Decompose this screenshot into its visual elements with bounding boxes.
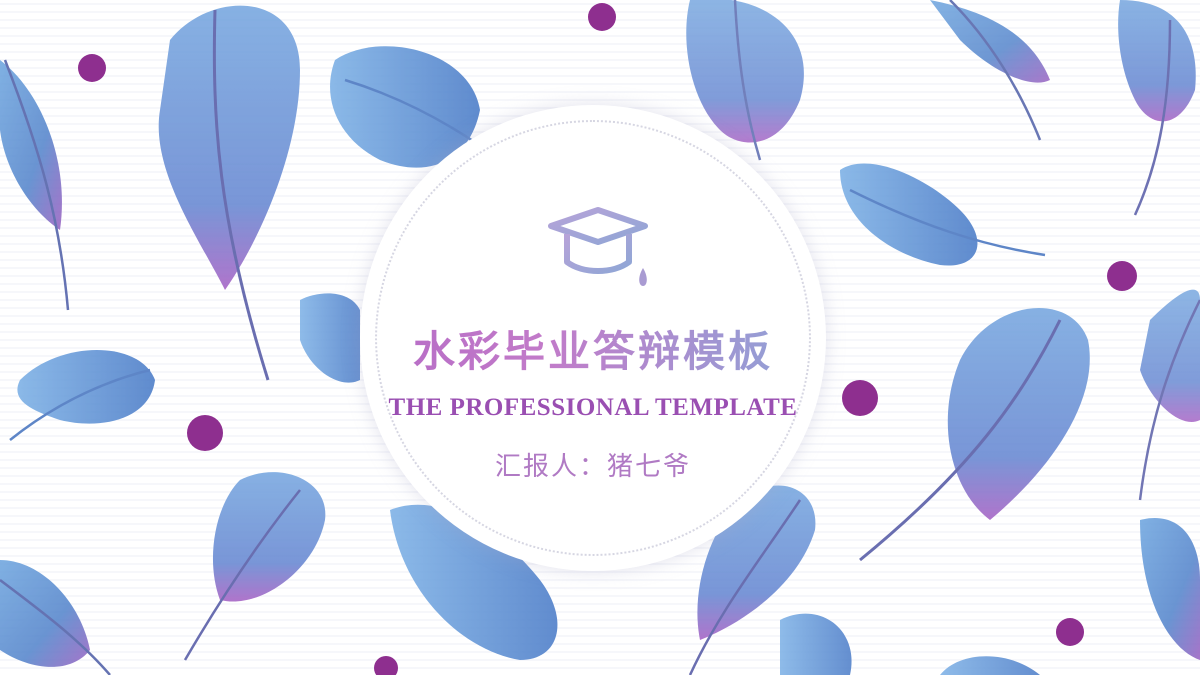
feather-icon: [158, 5, 300, 381]
title-badge: 水彩毕业答辩模板 THE PROFESSIONAL TEMPLATE 汇报人：猪…: [355, 100, 831, 576]
feather-icon: [300, 293, 360, 383]
slide-subtitle: THE PROFESSIONAL TEMPLATE: [388, 394, 798, 421]
feather-icon: [859, 307, 1090, 562]
reporter-line: 汇报人：猪七爷: [494, 452, 691, 482]
feather-icon: [183, 472, 326, 661]
dotted-ring: [375, 120, 811, 556]
feather-icon: [0, 59, 70, 311]
graduation-cap-icon: [548, 207, 648, 286]
feather-icon: [840, 163, 1046, 266]
feather-icon: [1118, 0, 1196, 216]
feather-icon: [1140, 518, 1200, 660]
feather-icon: [780, 613, 852, 675]
feather-icon: [1138, 289, 1200, 501]
feather-icon: [390, 504, 558, 660]
feather-icon: [930, 0, 1050, 141]
ink-splat-icon: [78, 3, 1137, 675]
feather-icon: [0, 560, 111, 675]
slide-title: 水彩毕业答辩模板: [355, 318, 831, 379]
feather-icon: [940, 656, 1040, 675]
feather-icon: [686, 0, 804, 161]
feather-icon: [9, 350, 156, 441]
